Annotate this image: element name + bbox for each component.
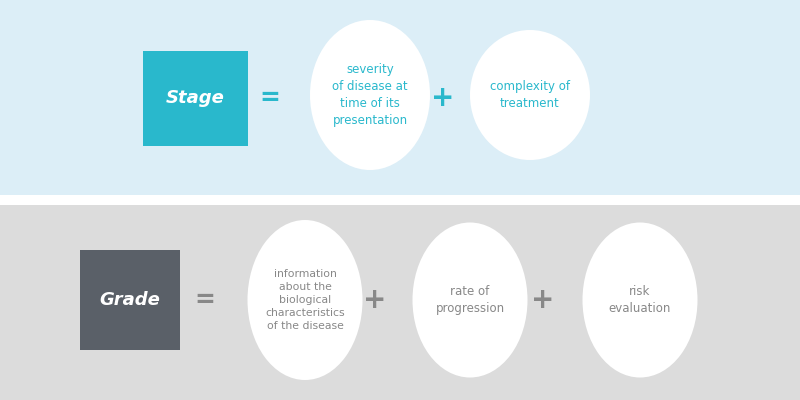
Bar	[142, 50, 247, 146]
Ellipse shape	[582, 222, 698, 378]
Text: complexity of
treatment: complexity of treatment	[490, 80, 570, 110]
Text: risk
evaluation: risk evaluation	[609, 285, 671, 315]
Bar	[80, 250, 180, 350]
Text: information
about the
biological
characteristics
of the disease: information about the biological charact…	[265, 270, 345, 330]
Ellipse shape	[470, 30, 590, 160]
Text: severity
of disease at
time of its
presentation: severity of disease at time of its prese…	[332, 63, 408, 127]
Bar	[0, 205, 800, 400]
Text: +: +	[363, 286, 386, 314]
Text: Stage: Stage	[166, 89, 225, 107]
Ellipse shape	[247, 220, 362, 380]
Ellipse shape	[310, 20, 430, 170]
Text: =: =	[194, 288, 215, 312]
Text: =: =	[259, 86, 281, 110]
Text: rate of
progression: rate of progression	[435, 285, 505, 315]
Bar	[0, 195, 800, 205]
Text: Grade: Grade	[99, 291, 161, 309]
Ellipse shape	[413, 222, 527, 378]
Text: +: +	[531, 286, 554, 314]
Text: +: +	[431, 84, 454, 112]
Bar	[0, 0, 800, 195]
